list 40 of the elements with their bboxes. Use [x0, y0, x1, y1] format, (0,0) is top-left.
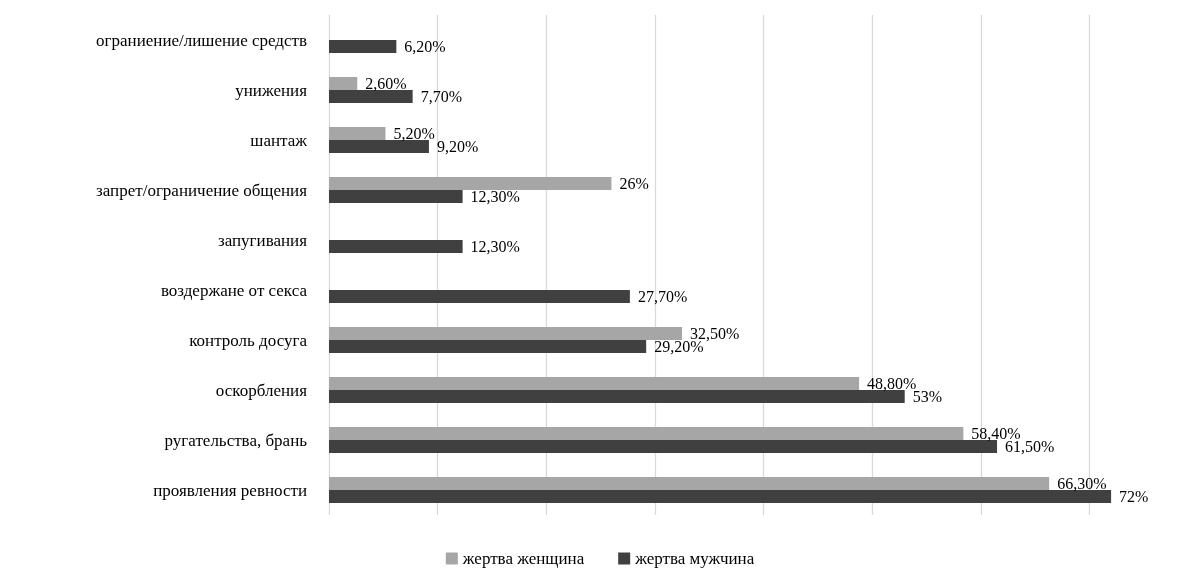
y-tick-label: запрет/ограничение общения — [96, 180, 308, 200]
bar — [329, 40, 397, 53]
legend-label: жертва мужчина — [634, 549, 755, 568]
bar — [329, 190, 463, 203]
y-tick-label: контроль досуга — [189, 330, 308, 350]
bar — [329, 90, 413, 103]
bar — [329, 240, 463, 253]
y-tick-label: унижения — [235, 80, 308, 100]
data-label: 2,60% — [365, 75, 407, 92]
legend-label: жертва женщина — [461, 549, 585, 568]
bar — [329, 177, 612, 190]
bar — [329, 290, 630, 303]
bar — [329, 490, 1112, 503]
data-label: 12,30% — [470, 238, 520, 255]
bar — [329, 390, 905, 403]
bar — [329, 140, 429, 153]
bar — [329, 477, 1050, 490]
data-label: 66,30% — [1057, 475, 1107, 492]
bar — [329, 77, 358, 90]
bar — [329, 427, 964, 440]
bar — [329, 440, 998, 453]
bar — [329, 377, 860, 390]
data-label: 26% — [619, 175, 649, 192]
data-label: 12,30% — [470, 188, 520, 205]
y-tick-label: оскорбления — [215, 380, 308, 400]
y-tick-label: запугивания — [217, 230, 308, 250]
y-tick-label: шантаж — [250, 130, 308, 150]
data-label: 5,20% — [393, 125, 435, 142]
data-label: 27,70% — [637, 288, 688, 305]
bar — [329, 127, 386, 140]
y-tick-label: ругательства, брань — [164, 430, 308, 450]
y-tick-label: ограниение/лишение средств — [96, 30, 307, 50]
data-label: 72% — [1119, 488, 1149, 505]
y-tick-label: воздержане от секса — [160, 280, 308, 300]
data-label: 6,20% — [404, 38, 446, 55]
bar — [329, 340, 647, 353]
data-label: 7,70% — [420, 88, 462, 105]
data-label: 9,20% — [436, 138, 479, 155]
bar — [329, 327, 683, 340]
y-tick-label: проявления ревности — [153, 480, 307, 500]
